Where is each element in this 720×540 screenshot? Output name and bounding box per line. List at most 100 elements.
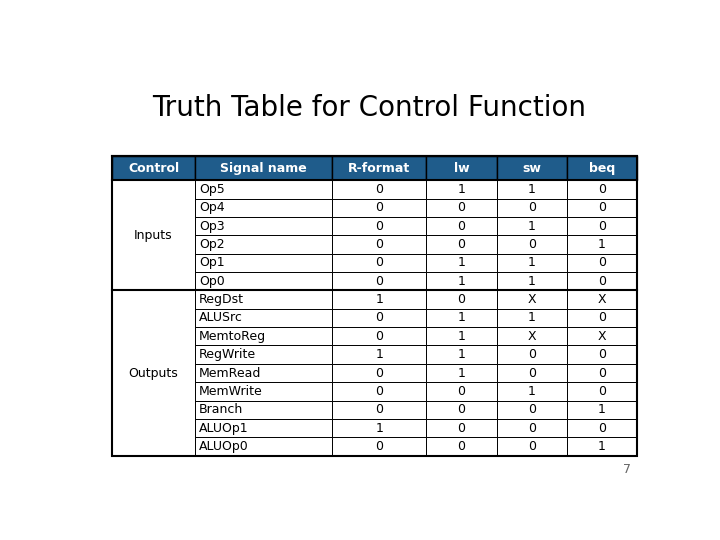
Text: 0: 0: [375, 220, 383, 233]
Text: 0: 0: [375, 312, 383, 325]
Bar: [332, 217, 426, 235]
Bar: [194, 180, 332, 199]
Text: 0: 0: [598, 220, 606, 233]
Text: 0: 0: [528, 367, 536, 380]
Bar: [567, 309, 637, 327]
Bar: [112, 156, 636, 456]
Text: RegDst: RegDst: [199, 293, 244, 306]
Text: MemtoReg: MemtoReg: [199, 330, 266, 343]
Bar: [567, 217, 637, 235]
Bar: [332, 199, 426, 217]
Text: 1: 1: [375, 293, 383, 306]
Bar: [194, 156, 332, 180]
Bar: [426, 217, 497, 235]
Bar: [567, 382, 637, 401]
Text: 1: 1: [457, 183, 465, 196]
Text: Op3: Op3: [199, 220, 225, 233]
Bar: [497, 382, 567, 401]
Bar: [426, 291, 497, 309]
Bar: [497, 327, 567, 346]
Bar: [567, 156, 637, 180]
Bar: [112, 327, 194, 346]
Text: 0: 0: [598, 183, 606, 196]
Bar: [332, 254, 426, 272]
Bar: [112, 272, 194, 291]
Bar: [567, 364, 637, 382]
Bar: [497, 254, 567, 272]
Bar: [426, 272, 497, 291]
Bar: [497, 156, 567, 180]
Bar: [194, 364, 332, 382]
Bar: [332, 309, 426, 327]
Text: 1: 1: [528, 312, 536, 325]
Bar: [497, 437, 567, 456]
Bar: [567, 346, 637, 364]
Text: 0: 0: [598, 385, 606, 398]
Bar: [194, 437, 332, 456]
Bar: [194, 291, 332, 309]
Bar: [112, 199, 194, 217]
Bar: [497, 235, 567, 254]
Bar: [426, 437, 497, 456]
Text: 1: 1: [457, 348, 465, 361]
Text: 0: 0: [375, 330, 383, 343]
Bar: [497, 364, 567, 382]
Text: 1: 1: [457, 275, 465, 288]
Text: Signal name: Signal name: [220, 161, 307, 175]
Bar: [567, 199, 637, 217]
Text: Op1: Op1: [199, 256, 225, 269]
Text: sw: sw: [522, 161, 541, 175]
Text: 1: 1: [598, 440, 606, 453]
Bar: [426, 327, 497, 346]
Text: ALUSrc: ALUSrc: [199, 312, 243, 325]
Bar: [194, 272, 332, 291]
Text: 0: 0: [375, 440, 383, 453]
Text: 0: 0: [457, 440, 466, 453]
Bar: [567, 401, 637, 419]
Bar: [112, 346, 194, 364]
Text: 0: 0: [457, 220, 466, 233]
Text: 0: 0: [528, 348, 536, 361]
Bar: [426, 254, 497, 272]
Bar: [112, 437, 194, 456]
Bar: [497, 291, 567, 309]
Bar: [332, 437, 426, 456]
Bar: [332, 180, 426, 199]
Text: 1: 1: [457, 312, 465, 325]
Text: 0: 0: [375, 183, 383, 196]
Bar: [112, 180, 194, 291]
Bar: [567, 272, 637, 291]
Text: 0: 0: [528, 238, 536, 251]
Text: Branch: Branch: [199, 403, 243, 416]
Text: 0: 0: [528, 440, 536, 453]
Bar: [497, 419, 567, 437]
Text: 0: 0: [457, 238, 466, 251]
Bar: [497, 199, 567, 217]
Text: 0: 0: [375, 385, 383, 398]
Text: 0: 0: [375, 238, 383, 251]
Bar: [112, 156, 194, 180]
Text: 0: 0: [598, 348, 606, 361]
Text: 1: 1: [457, 367, 465, 380]
Bar: [332, 272, 426, 291]
Bar: [112, 235, 194, 254]
Bar: [194, 327, 332, 346]
Text: MemRead: MemRead: [199, 367, 261, 380]
Bar: [567, 419, 637, 437]
Text: 1: 1: [598, 238, 606, 251]
Text: Op5: Op5: [199, 183, 225, 196]
Text: 1: 1: [457, 330, 465, 343]
Text: X: X: [598, 293, 606, 306]
Text: 0: 0: [457, 422, 466, 435]
Bar: [112, 291, 194, 456]
Text: 0: 0: [457, 201, 466, 214]
Text: 0: 0: [375, 403, 383, 416]
Bar: [497, 346, 567, 364]
Bar: [497, 217, 567, 235]
Bar: [112, 217, 194, 235]
Text: 0: 0: [528, 422, 536, 435]
Text: 0: 0: [598, 422, 606, 435]
Text: Op0: Op0: [199, 275, 225, 288]
Text: beq: beq: [589, 161, 615, 175]
Bar: [332, 346, 426, 364]
